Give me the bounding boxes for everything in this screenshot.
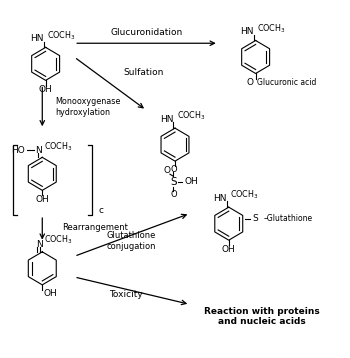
Text: Glutathione
conjugation: Glutathione conjugation: [106, 231, 156, 251]
Text: S: S: [170, 177, 177, 187]
Text: N: N: [36, 240, 43, 249]
Text: HN: HN: [160, 115, 173, 124]
Text: O: O: [170, 165, 177, 174]
Text: Monooxygenase
hydroxylation: Monooxygenase hydroxylation: [56, 97, 121, 116]
Text: $\mathregular{COCH_3}$: $\mathregular{COCH_3}$: [257, 22, 286, 35]
Text: OH: OH: [44, 289, 58, 298]
Text: c: c: [98, 207, 103, 216]
Text: N: N: [35, 146, 42, 155]
Text: Glucuronidation: Glucuronidation: [110, 28, 183, 38]
Text: $\mathregular{COCH_3}$: $\mathregular{COCH_3}$: [47, 29, 76, 42]
Text: Sulfation: Sulfation: [123, 68, 163, 77]
Text: Glucuronic acid: Glucuronic acid: [257, 78, 317, 87]
Text: $\mathregular{COCH_3}$: $\mathregular{COCH_3}$: [177, 110, 205, 122]
Text: $\mathregular{COCH_3}$: $\mathregular{COCH_3}$: [44, 140, 73, 153]
Text: O: O: [170, 190, 177, 199]
Text: HN: HN: [240, 28, 254, 37]
Text: HO: HO: [11, 146, 25, 155]
Text: –Glutathione: –Glutathione: [263, 214, 313, 223]
Text: S: S: [252, 214, 258, 223]
Text: Rearrangement: Rearrangement: [62, 223, 128, 232]
Text: O: O: [247, 78, 254, 87]
Text: $\mathregular{COCH_3}$: $\mathregular{COCH_3}$: [44, 234, 73, 246]
Text: OH: OH: [222, 245, 236, 253]
Text: O: O: [163, 165, 170, 175]
Text: OH: OH: [35, 195, 49, 204]
Text: Reaction with proteins
and nucleic acids: Reaction with proteins and nucleic acids: [204, 307, 320, 326]
Text: HN: HN: [214, 194, 227, 203]
Text: Toxicity: Toxicity: [110, 290, 143, 299]
Text: $\mathregular{COCH_3}$: $\mathregular{COCH_3}$: [230, 189, 259, 202]
Text: OH: OH: [185, 177, 199, 186]
Text: OH: OH: [39, 85, 52, 94]
Text: HN: HN: [30, 34, 44, 43]
